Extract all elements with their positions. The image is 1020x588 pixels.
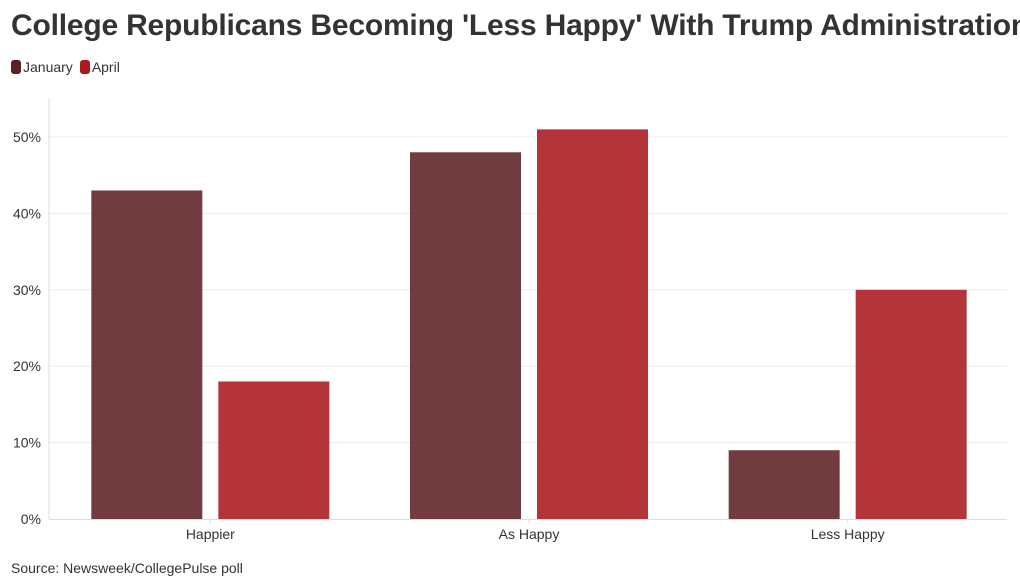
legend-label-april: April: [91, 59, 120, 75]
x-tick-label: Less Happy: [811, 526, 885, 542]
bar-april: [855, 289, 967, 519]
legend-item-january: January: [11, 59, 73, 75]
chart-title: College Republicans Becoming 'Less Happy…: [11, 9, 1020, 42]
bar-january: [728, 450, 840, 519]
legend-swatch-january: [11, 60, 21, 74]
y-tick-label: 30%: [13, 282, 41, 298]
y-tick-label: 40%: [13, 205, 41, 221]
y-tick-label: 10%: [13, 435, 41, 451]
legend-item-april: April: [79, 59, 120, 75]
bar-january: [91, 190, 203, 520]
legend-label-january: January: [23, 59, 73, 75]
x-tick-label: Happier: [186, 526, 235, 542]
bar-april: [537, 129, 648, 520]
y-tick-label: 50%: [13, 129, 41, 145]
bar-january: [410, 152, 521, 519]
x-tick-label: As Happy: [499, 526, 560, 542]
legend-swatch-april: [79, 60, 90, 74]
y-tick-label: 20%: [13, 358, 41, 374]
y-tick-label: 0%: [21, 511, 41, 527]
source-note: Source: Newsweek/CollegePulse poll: [11, 560, 243, 576]
legend: January April: [11, 59, 127, 75]
bar-april: [218, 381, 330, 519]
